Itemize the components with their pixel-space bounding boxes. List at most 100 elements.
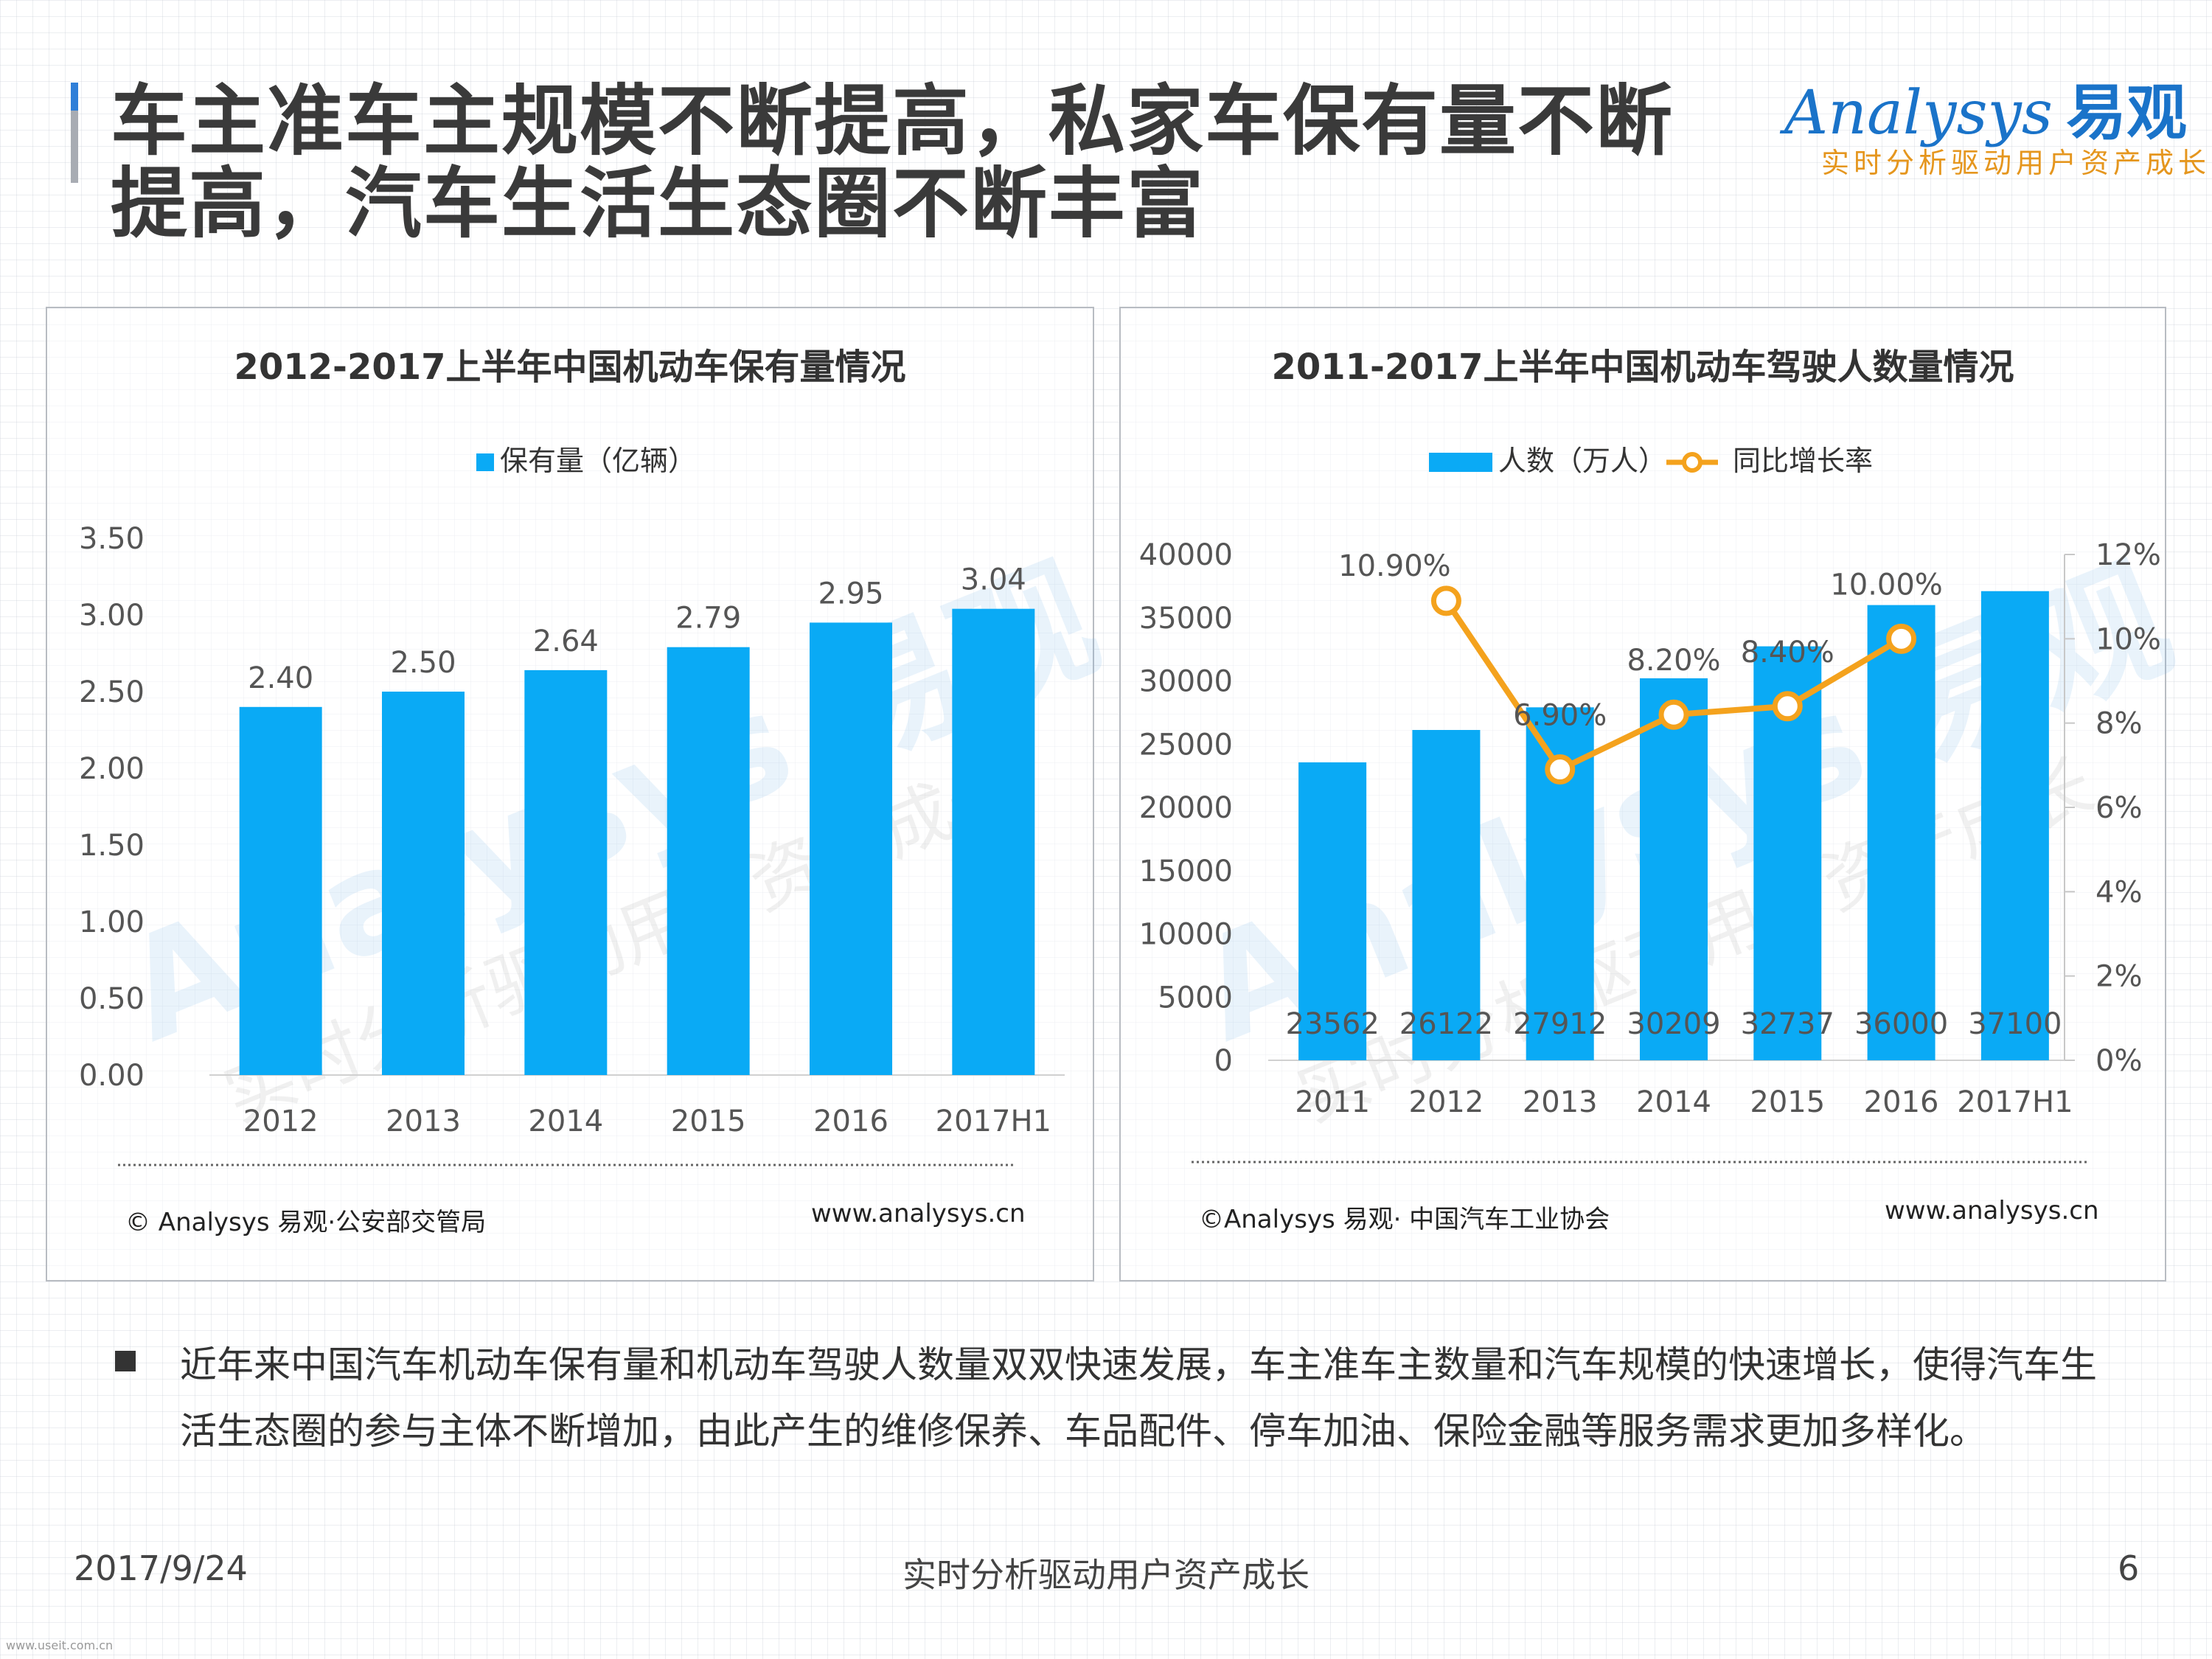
x-tick-label: 2017H1: [936, 1105, 1051, 1138]
data-label-2013: 2.50: [390, 646, 456, 680]
vehicle-ownership-chart-panel: Analysys 易观 实时分析驱动用户资产成长 2012-2017上半年中国机…: [46, 307, 1119, 1281]
growth-label-2013: 6.90%: [1513, 699, 1607, 733]
x-tick-label: 2013: [386, 1105, 461, 1138]
legend-swatch: [476, 453, 494, 471]
y-tick-label: 3.00: [79, 599, 145, 633]
summary-paragraph: 近年来中国汽车机动车保有量和机动车驾驶人数量双双快速发展，车主准车主数量和汽车规…: [180, 1343, 2097, 1453]
bar-2016: [810, 622, 892, 1075]
x-tick-label: 2012: [243, 1105, 319, 1138]
bar-2013: [382, 692, 465, 1075]
growth-label-2015: 8.40%: [1741, 636, 1834, 669]
data-label-2014: 2.64: [533, 625, 599, 658]
legend-label: 保有量（亿辆）: [500, 445, 696, 477]
data-label-2012: 2.40: [248, 661, 313, 695]
y-left-tick-label: 25000: [1139, 728, 1233, 762]
bar-2015: [667, 647, 750, 1075]
data-label-2016: 2.95: [818, 577, 883, 611]
bar-value-label-2014: 30209: [1627, 1007, 1720, 1041]
logo-wordmark: Analysys 易观: [1784, 63, 2187, 151]
legend-bar-label: 人数（万人）: [1498, 445, 1666, 477]
legend-line-marker: [1682, 452, 1703, 473]
x-tick-label: 2015: [1750, 1085, 1825, 1119]
bar-value-label-2016: 36000: [1854, 1007, 1948, 1041]
y-right-tick-label: 10%: [2096, 622, 2161, 656]
right-chart-source: ©Analysys 易观· 中国汽车工业协会: [1199, 1205, 1610, 1234]
logo-chinese: 易观: [2065, 78, 2187, 148]
analysys-logo: Analysys 易观 实时分析驱动用户资产成长: [1747, 58, 2206, 212]
x-tick-label: 2016: [1864, 1085, 1939, 1119]
y-left-tick-label: 35000: [1139, 602, 1233, 636]
y-tick-label: 2.50: [79, 675, 145, 709]
y-right-tick-label: 2%: [2096, 960, 2142, 994]
y-tick-label: 0.00: [79, 1059, 145, 1093]
y-right-tick-label: 8%: [2096, 707, 2142, 741]
driver-count-chart-panel: Analysys 易观 实时分析驱动用户资产成长 2011-2017上半年中国机…: [1119, 307, 2192, 1281]
y-left-tick-label: 40000: [1139, 538, 1233, 572]
page-number: 6: [2118, 1548, 2140, 1588]
y-right-tick-label: 6%: [2096, 791, 2142, 825]
bullet-square-icon: [115, 1351, 136, 1371]
x-tick-label: 2015: [671, 1105, 746, 1138]
y-left-tick-label: 30000: [1139, 665, 1233, 699]
growth-point-2014: [1658, 699, 1689, 730]
bar-2017H1: [1980, 591, 2049, 1060]
x-tick-label: 2011: [1295, 1085, 1370, 1119]
growth-point-2015: [1772, 691, 1803, 722]
left-chart-source: © Analysys 易观·公安部交管局: [125, 1208, 487, 1237]
legend-bar-swatch: [1429, 453, 1492, 472]
growth-label-2016: 10.00%: [1830, 568, 1943, 602]
y-tick-label: 0.50: [79, 982, 145, 1016]
x-tick-label: 2017H1: [1957, 1085, 2073, 1119]
x-tick-label: 2016: [813, 1105, 888, 1138]
data-label-2017H1: 3.04: [961, 563, 1026, 597]
x-tick-label: 2013: [1523, 1085, 1598, 1119]
bar-value-label-2013: 27912: [1513, 1007, 1607, 1041]
y-left-tick-label: 20000: [1139, 791, 1233, 825]
y-tick-label: 1.00: [79, 905, 145, 939]
bar-2016: [1867, 605, 1935, 1060]
footer-source-url: www.useit.com.cn: [6, 1638, 114, 1652]
bar-2012: [1412, 730, 1481, 1060]
bar-value-label-2012: 26122: [1399, 1007, 1493, 1041]
growth-point-2013: [1545, 754, 1576, 785]
x-tick-label: 2012: [1409, 1085, 1484, 1119]
right-chart-site: www.analysys.cn: [1885, 1196, 2099, 1225]
bar-2014: [524, 669, 608, 1075]
y-left-tick-label: 5000: [1158, 981, 1233, 1015]
logo-latin: Analysys: [1784, 78, 2053, 148]
y-right-tick-label: 12%: [2096, 538, 2161, 572]
bar-2017H1: [952, 608, 1035, 1075]
bar-value-label-2011: 23562: [1286, 1007, 1380, 1041]
legend-line-label: 同比增长率: [1733, 445, 1873, 477]
bar-value-label-2017H1: 37100: [1968, 1007, 2062, 1041]
y-tick-label: 3.50: [79, 522, 145, 556]
bar-value-label-2015: 32737: [1741, 1007, 1834, 1041]
growth-label-2012: 10.90%: [1338, 549, 1451, 583]
data-label-2015: 2.79: [675, 602, 741, 636]
bar-2012: [239, 706, 322, 1075]
x-tick-label: 2014: [528, 1105, 603, 1138]
y-left-tick-label: 10000: [1139, 918, 1233, 952]
footer-slogan: 实时分析驱动用户资产成长: [902, 1555, 1310, 1595]
bar-2014: [1640, 678, 1708, 1060]
left-chart-site: www.analysys.cn: [811, 1199, 1026, 1228]
bar-2011: [1298, 762, 1367, 1060]
y-left-tick-label: 0: [1214, 1044, 1233, 1078]
chart-title: 2011-2017上半年中国机动车驾驶人数量情况: [1271, 347, 2014, 388]
growth-point-2012: [1430, 585, 1461, 616]
growth-label-2014: 8.20%: [1627, 644, 1720, 678]
growth-point-2016: [1886, 623, 1917, 654]
y-right-tick-label: 4%: [2096, 875, 2142, 909]
chart-title: 2012-2017上半年中国机动车保有量情况: [234, 347, 905, 388]
footer-date: 2017/9/24: [74, 1548, 248, 1588]
logo-slogan: 实时分析驱动用户资产成长: [1821, 147, 2211, 179]
y-tick-label: 2.00: [79, 752, 145, 786]
title-accent-bar-grey: [71, 111, 78, 183]
x-tick-label: 2014: [1636, 1085, 1711, 1119]
y-left-tick-label: 15000: [1139, 855, 1233, 888]
page-title: 车主准车主规模不断提高，私家车保有量不断提高，汽车生活生态圈不断丰富: [111, 76, 1674, 248]
y-right-tick-label: 0%: [2096, 1044, 2142, 1078]
y-tick-label: 1.50: [79, 829, 145, 863]
